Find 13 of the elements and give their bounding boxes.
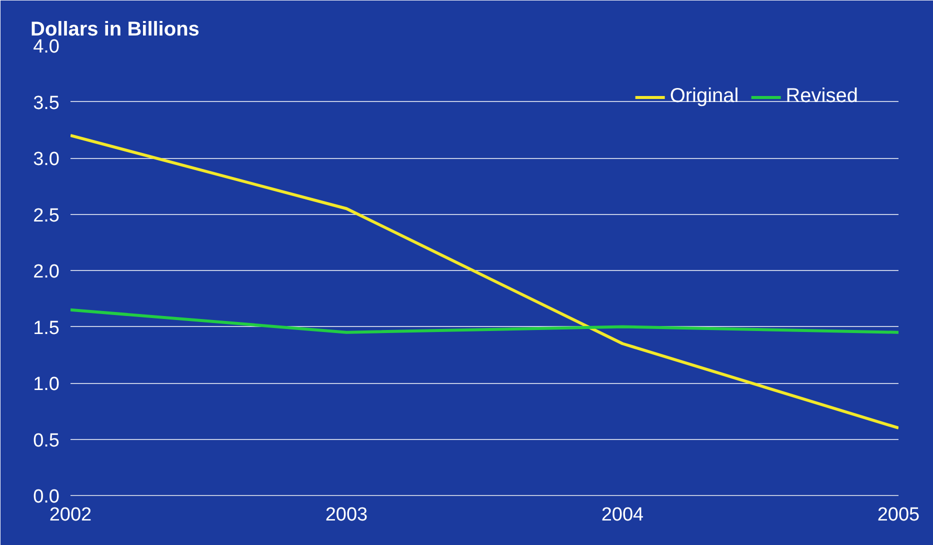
line-series — [70, 134, 898, 430]
y-tick-label: 1.0 — [33, 374, 60, 395]
y-tick-label: 3.5 — [33, 92, 60, 114]
y-tick-label: 2.5 — [33, 205, 60, 226]
x-tick-label: 2004 — [601, 504, 644, 526]
y-tick-label: 1.5 — [33, 318, 60, 339]
x-tick-label: 2003 — [325, 504, 368, 526]
x-tick-label: 2002 — [49, 504, 92, 526]
y-tick-label: 3.0 — [33, 149, 60, 170]
x-tick-label: 2005 — [877, 504, 920, 526]
y-tick-label: 2.0 — [33, 262, 60, 282]
y-tick-label: 0.0 — [33, 486, 60, 508]
y-tick-label: 0.5 — [33, 430, 60, 452]
